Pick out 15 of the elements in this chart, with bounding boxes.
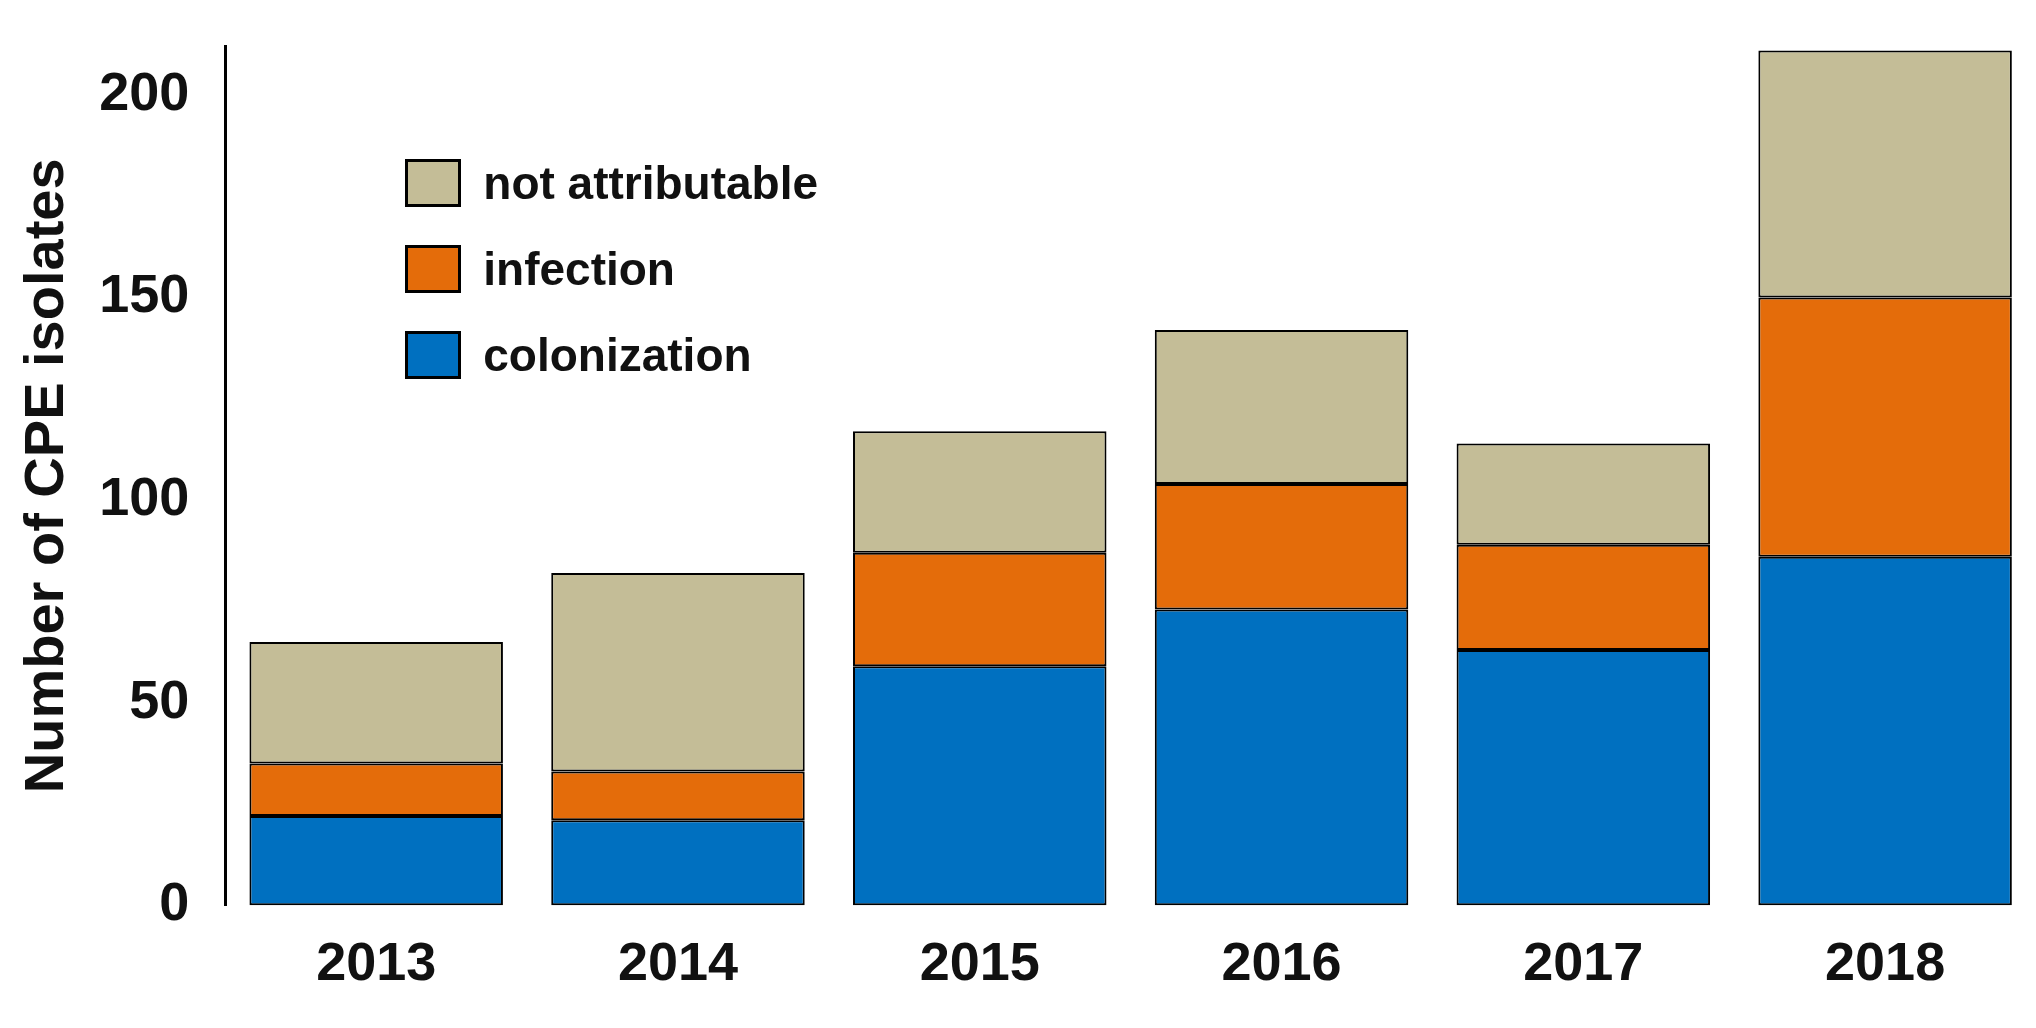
legend-label: infection [483,242,675,297]
y-tick-label: 200 [99,60,190,121]
y-tick-label: 50 [129,668,190,729]
y-tick-label: 150 [99,263,190,324]
x-tick-label: 2017 [1523,931,1644,992]
x-tick-label: 2014 [617,931,739,992]
x-tick-label: 2016 [1221,931,1342,992]
y-axis-title: Number of CPE isolates [12,158,76,794]
legend-label: not attributable [483,156,819,211]
legend-label: colonization [483,328,752,383]
y-tick-label: 0 [159,871,190,932]
y-tick-label: 100 [99,466,190,526]
x-tick-label: 2015 [919,931,1040,992]
x-tick-label: 2013 [316,931,437,992]
x-tick-label: 2018 [1825,931,1946,992]
